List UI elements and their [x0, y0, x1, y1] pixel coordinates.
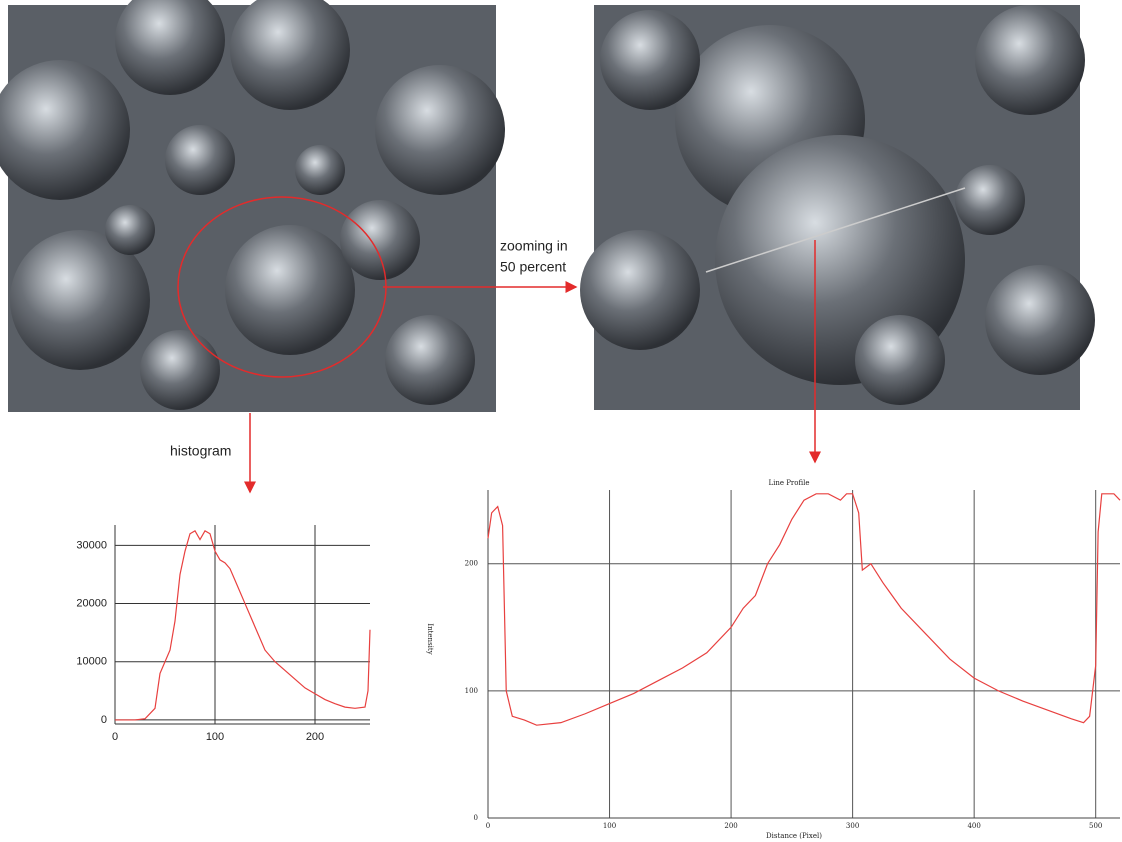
x-tick-label: 300 [846, 822, 859, 830]
x-tick-label: 500 [1089, 822, 1102, 830]
x-tick-label: 100 [206, 731, 224, 743]
y-tick-label: 100 [465, 687, 478, 695]
y-tick-label: 10000 [76, 656, 107, 668]
x-tick-label: 200 [724, 822, 737, 830]
y-tick-label: 0 [474, 814, 478, 822]
data-line [115, 531, 370, 720]
x-axis-label: Distance (Pixel) [766, 832, 822, 840]
y-tick-label: 30000 [76, 539, 107, 551]
photo-original [0, 0, 505, 412]
histogram-label: histogram [170, 443, 231, 459]
x-tick-label: 0 [112, 731, 118, 743]
y-axis-label: Intensity [426, 623, 434, 654]
x-tick-label: 100 [603, 822, 616, 830]
y-tick-label: 0 [101, 714, 107, 726]
x-tick-label: 400 [967, 822, 980, 830]
zoom-label: zooming in [500, 238, 568, 254]
figure: zooming in 50 percent histogram 01002000… [0, 0, 1122, 842]
zoom-label: 50 percent [500, 259, 566, 275]
x-tick-label: 200 [306, 731, 324, 743]
chart-title: Line Profile [768, 479, 809, 487]
photo-zoomed [580, 5, 1095, 410]
y-tick-label: 200 [465, 560, 478, 568]
x-tick-label: 0 [486, 822, 490, 830]
y-tick-label: 20000 [76, 597, 107, 609]
